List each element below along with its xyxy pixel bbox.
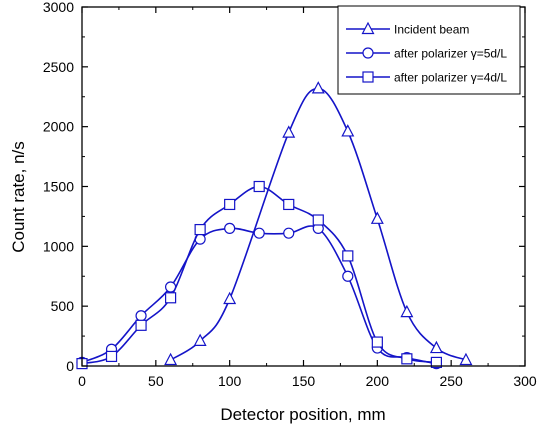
y-tick-label: 3000: [43, 0, 74, 15]
data-point-circle: [283, 227, 295, 239]
data-point-triangle: [164, 352, 178, 366]
y-tick-label: 1000: [43, 238, 74, 254]
y-axis-label: Count rate, n/s: [9, 141, 28, 253]
data-point-triangle: [459, 352, 473, 366]
data-point-square: [342, 250, 354, 262]
data-point-square: [430, 356, 442, 369]
x-tick-label: 100: [218, 373, 242, 389]
data-point-circle: [342, 270, 354, 282]
x-tick-label: 50: [148, 373, 164, 389]
data-point-triangle: [311, 81, 325, 94]
y-tick-label: 2000: [43, 119, 74, 135]
x-axis-label: Detector position, mm: [220, 405, 385, 424]
data-point-square: [312, 214, 324, 226]
series-line: [81, 225, 437, 365]
data-point-triangle: [341, 124, 355, 137]
legend-label: after polarizer γ=4d/L: [394, 71, 507, 85]
legend-entry-2: after polarizer γ=5d/L: [346, 47, 507, 61]
data-point-circle: [224, 222, 236, 234]
y-tick-label: 1500: [43, 179, 74, 195]
axes-layer: 0 50 100 150 200 250 3000500100015002000250030…: [43, 0, 537, 389]
data-point-square: [253, 180, 265, 193]
series-2: [76, 222, 442, 370]
data-point-triangle: [282, 125, 296, 138]
series-3: [76, 180, 442, 370]
data-point-triangle: [400, 304, 414, 318]
data-point-square: [283, 198, 295, 211]
data-point-circle: [253, 227, 265, 239]
data-point-square: [371, 336, 383, 348]
data-point-square: [194, 223, 206, 236]
data-point-square: [401, 353, 413, 365]
y-tick-label: 500: [51, 298, 75, 314]
x-tick-label: 150: [292, 373, 316, 389]
legend-marker-square: [362, 71, 374, 83]
data-point-triangle: [370, 211, 384, 224]
x-tick-label: 0: [78, 373, 86, 389]
legend-label: after polarizer γ=5d/L: [394, 47, 507, 61]
series-line: [170, 87, 467, 361]
data-point-square: [165, 292, 177, 304]
legend-label: Incident beam: [394, 23, 469, 37]
y-tick-label: 0: [66, 358, 74, 374]
legend: Incident beam after polarizer γ=5d/L after…: [337, 5, 521, 95]
data-point-square: [135, 319, 147, 331]
legend-entry-3: after polarizer γ=4d/L: [346, 71, 507, 85]
y-tick-label: 2500: [43, 59, 74, 75]
data-point-square: [224, 198, 236, 211]
x-tick-label: 200: [366, 373, 390, 389]
legend-marker-triangle: [361, 21, 375, 35]
data-point-triangle: [429, 340, 443, 354]
data-point-square: [105, 350, 118, 363]
series-line: [81, 185, 437, 365]
series-layer: [76, 81, 473, 370]
legend-entry-1: Incident beam: [346, 21, 469, 37]
series-1: [164, 81, 473, 366]
data-point-triangle: [223, 291, 237, 305]
x-tick-label: 300: [513, 373, 537, 389]
data-point-circle: [135, 310, 147, 322]
legend-marker-circle: [362, 47, 374, 59]
data-point-triangle: [193, 333, 207, 346]
x-tick-label: 250: [439, 373, 463, 389]
